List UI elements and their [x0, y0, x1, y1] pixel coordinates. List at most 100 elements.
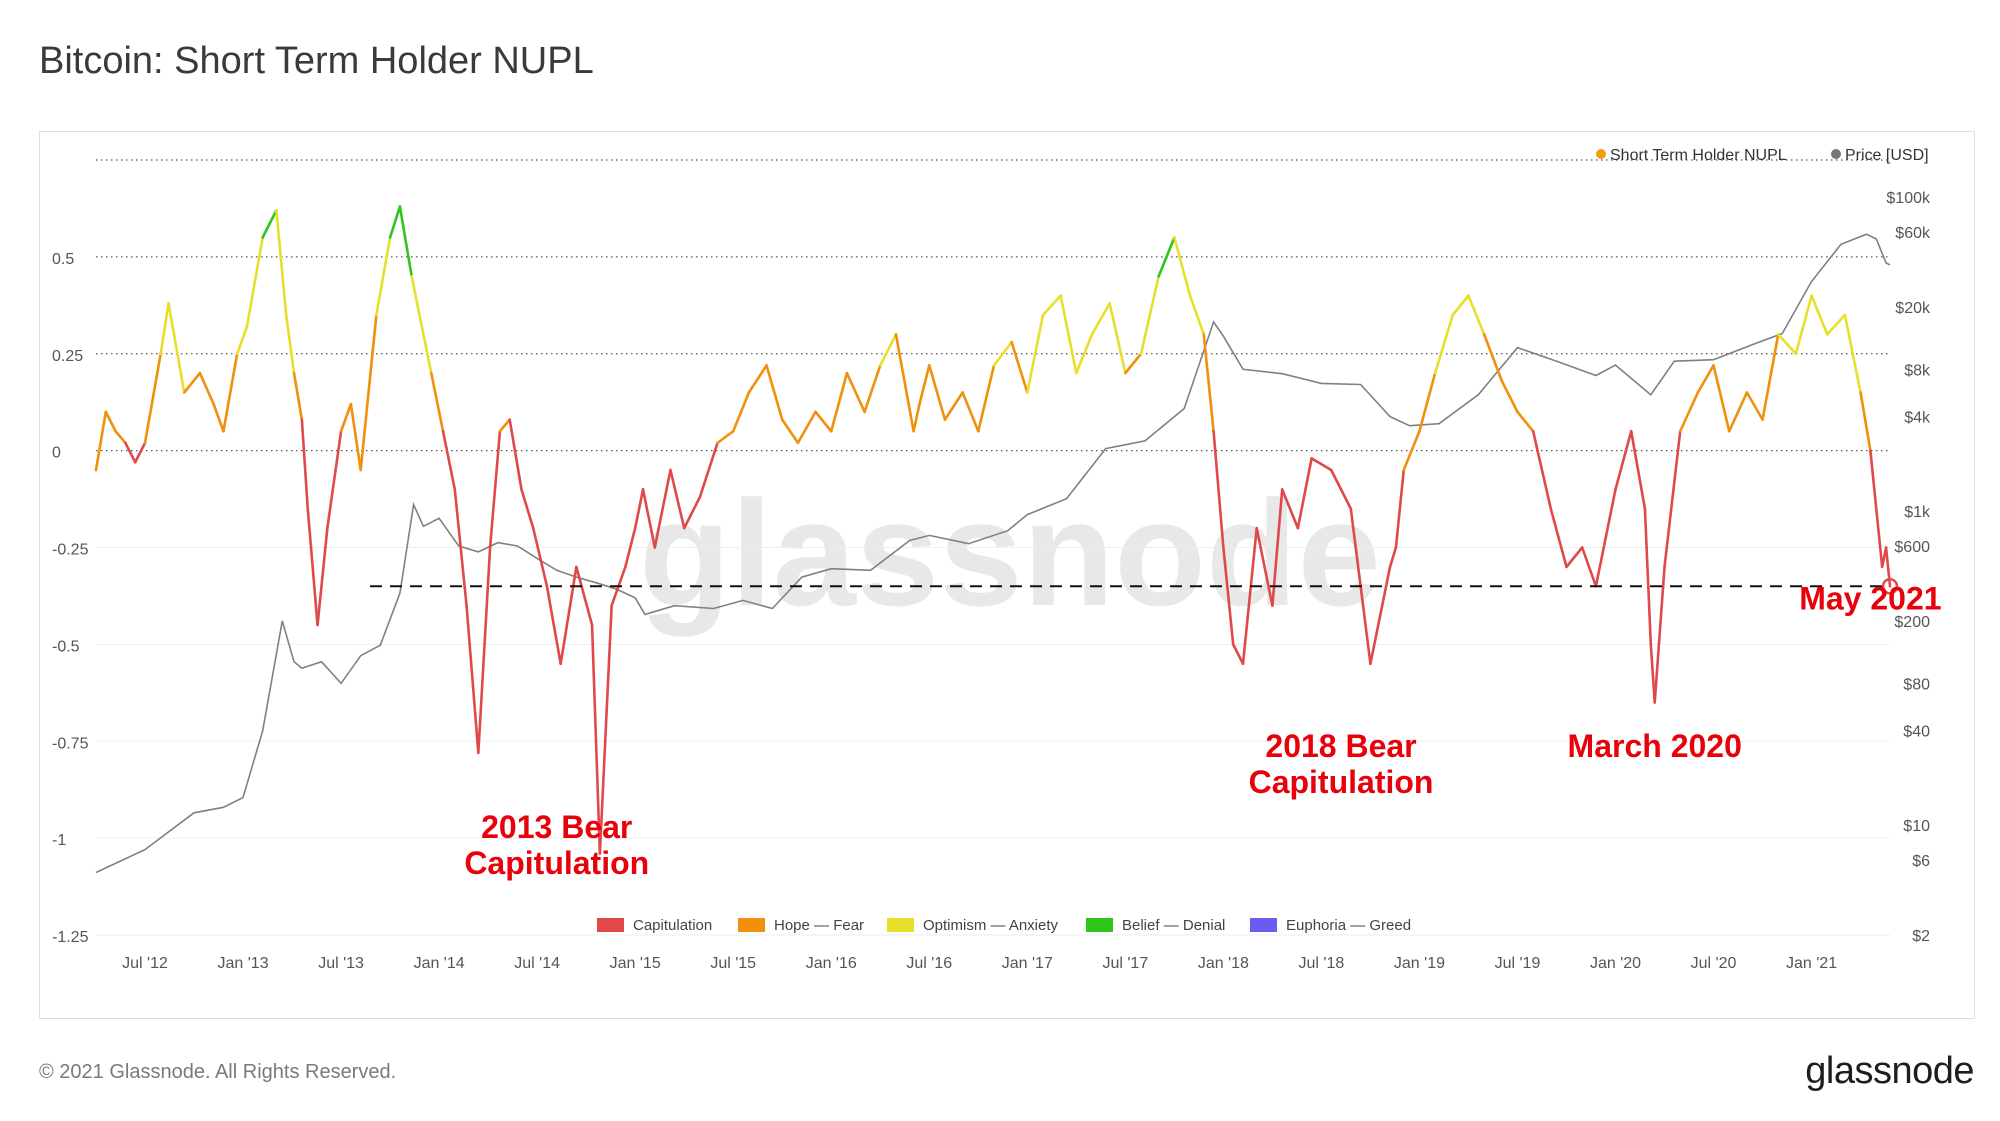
zone-legend-swatch [887, 918, 914, 932]
nupl-series-segment [1139, 274, 1160, 356]
zone-legend-swatch [597, 918, 624, 932]
nupl-series-segment [1402, 429, 1421, 472]
brand-logo[interactable]: glassnode [1805, 1050, 1974, 1092]
nupl-series-segment [731, 391, 751, 433]
nupl-series-segment [1090, 302, 1111, 336]
annotation-label: 2018 Bear [1265, 728, 1416, 764]
nupl-series-segment [1565, 546, 1584, 569]
zone-legend-swatch [738, 918, 765, 932]
nupl-series-segment [359, 313, 378, 472]
nupl-series-segment [716, 429, 735, 445]
y-right-tick-label: $60k [1895, 225, 1931, 242]
y-left-tick-label: -0.25 [52, 542, 89, 559]
x-tick-label: Jan '13 [218, 955, 269, 972]
nupl-series-segment [235, 325, 249, 356]
nupl-series-segment [316, 526, 329, 627]
nupl-series-segment [1825, 313, 1847, 336]
nupl-series-segment [575, 565, 594, 627]
nupl-series-segment [682, 495, 702, 530]
nupl-series-segment [429, 371, 445, 433]
y-right-tick-label: $100k [1886, 190, 1931, 207]
nupl-series-segment [918, 364, 931, 406]
nupl-series-segment [104, 410, 117, 433]
nupl-series-segment [1874, 507, 1884, 569]
nupl-series-segment [1075, 333, 1094, 375]
nupl-series-segment [167, 302, 186, 394]
y-right-tick-label: $8k [1904, 362, 1931, 379]
nupl-series-segment [598, 604, 613, 855]
nupl-series-segment [114, 429, 127, 445]
nupl-series-segment [1516, 410, 1535, 433]
y-right-tick-label: $1k [1904, 504, 1931, 521]
legend-price-dot [1831, 149, 1841, 159]
nupl-series-segment [410, 274, 425, 336]
nupl-series-segment [508, 418, 523, 491]
legend-price-label: Price [USD] [1845, 147, 1929, 164]
nupl-series-segment [275, 209, 288, 317]
nupl-series-segment [477, 546, 492, 755]
nupl-series-segment [284, 313, 296, 375]
nupl-series-segment [1843, 313, 1862, 394]
nupl-series-segment [1369, 565, 1392, 666]
nupl-series-segment [133, 441, 147, 464]
nupl-series-segment [863, 364, 882, 414]
nupl-series-segment [1433, 313, 1455, 375]
zone-legend-label: Capitulation [633, 917, 712, 934]
nupl-series-segment [1188, 294, 1206, 336]
x-tick-label: Jan '20 [1590, 955, 1641, 972]
nupl-series-segment [1663, 429, 1682, 569]
nupl-series-segment [545, 584, 562, 666]
annotation-label: May 2021 [1799, 581, 1941, 617]
nupl-series-segment [1580, 546, 1598, 588]
nupl-series-segment [1231, 643, 1245, 666]
nupl-series-segment [1614, 429, 1633, 491]
x-tick-label: Jul '20 [1691, 955, 1737, 972]
nupl-series-segment [1859, 391, 1872, 452]
zone-legend-label: Belief — Denial [1122, 917, 1225, 934]
nupl-series-segment [1696, 364, 1715, 394]
x-tick-label: Jul '12 [122, 955, 168, 972]
x-tick-label: Jul '13 [318, 955, 364, 972]
y-right-tick-label: $6 [1912, 853, 1930, 870]
x-tick-label: Jul '15 [710, 955, 756, 972]
y-right-tick-label: $80 [1903, 676, 1930, 693]
x-tick-label: Jul '16 [906, 955, 952, 972]
nupl-series-segment [976, 364, 996, 433]
nupl-series-segment [1869, 449, 1878, 511]
nupl-series-segment [465, 604, 480, 755]
nupl-series-segment [1649, 643, 1657, 704]
y-right-tick-label: $2 [1912, 928, 1930, 945]
y-right-tick-label: $20k [1895, 300, 1931, 317]
nupl-series-segment [159, 302, 170, 356]
x-tick-label: Jan '21 [1786, 955, 1837, 972]
zone-legend-label: Euphoria — Greed [1286, 917, 1411, 934]
nupl-series-segment [1010, 340, 1029, 394]
y-right-tick-label: $10 [1903, 818, 1930, 835]
nupl-series-segment [143, 352, 163, 445]
x-tick-label: Jul '14 [514, 955, 560, 972]
price-series-line [95, 233, 1891, 874]
nupl-series-segment [1643, 507, 1653, 646]
x-tick-label: Jan '18 [1198, 955, 1249, 972]
nupl-series-segment [1222, 546, 1235, 646]
nupl-series-segment [814, 410, 833, 433]
nupl-series-segment [1745, 391, 1764, 421]
nupl-series-segment [927, 364, 947, 421]
nupl-series-segment [1776, 333, 1798, 356]
nupl-series-segment [1041, 294, 1062, 317]
nupl-series-segment [878, 333, 898, 367]
nupl-series-segment [1329, 468, 1353, 511]
nupl-series-segment [698, 441, 719, 499]
nupl-series-segment [300, 418, 310, 511]
zone-legend-label: Hope — Fear [774, 917, 864, 934]
x-tick-label: Jan '14 [414, 955, 465, 972]
copyright-text: © 2021 Glassnode. All Rights Reserved. [39, 1061, 397, 1083]
annotation-label: Capitulation [464, 845, 649, 881]
legend-nupl-dot [1596, 149, 1606, 159]
nupl-series-segment [326, 429, 343, 530]
annotation-label: Capitulation [1249, 764, 1434, 800]
nupl-series-segment [245, 236, 264, 328]
nupl-series-segment [441, 429, 457, 491]
nupl-series-segment [780, 418, 800, 445]
nupl-series-segment [845, 371, 866, 414]
